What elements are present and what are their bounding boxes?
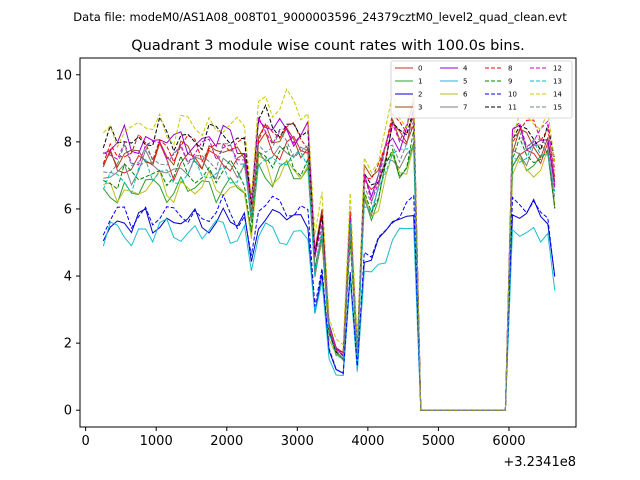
legend-label-11: 11 [508, 104, 517, 112]
series-line-13 [102, 140, 556, 411]
x-tick-label: 3000 [281, 434, 314, 449]
series-line-11 [102, 103, 556, 411]
x-tick-label: 2000 [210, 434, 243, 449]
legend-label-12: 12 [553, 65, 562, 73]
legend-label-9: 9 [508, 78, 512, 86]
plot-lines [102, 88, 556, 411]
series-line-0 [102, 122, 556, 411]
y-tick-label: 0 [64, 404, 72, 419]
supertitle: Data file: modeM0/AS1A08_008T01_90000035… [73, 10, 567, 24]
y-tick-label: 4 [64, 270, 72, 285]
x-offset-label: +3.2341e8 [503, 455, 576, 470]
y-tick-label: 10 [55, 68, 72, 83]
legend-label-14: 14 [553, 91, 562, 99]
legend-box [390, 60, 573, 119]
x-tick-label: 4000 [351, 434, 384, 449]
series-line-3 [102, 108, 556, 411]
series-line-5 [102, 218, 556, 411]
series-line-12 [103, 98, 556, 411]
series-line-6 [103, 144, 556, 411]
x-axis: 0 1000 2000 3000 4000 5000 6000 [82, 427, 526, 449]
plot-frame [79, 57, 577, 428]
series-line-4 [103, 100, 556, 411]
series-line-7 [103, 144, 556, 411]
series-line-10 [102, 193, 556, 411]
y-tick-label: 6 [64, 202, 72, 217]
series-line-1 [102, 142, 556, 411]
legend-label-5: 5 [463, 78, 467, 86]
legend-label-3: 3 [418, 104, 422, 112]
legend-label-7: 7 [463, 104, 467, 112]
y-tick-label: 2 [64, 337, 72, 352]
y-axis: 0 2 4 6 8 10 [55, 68, 80, 419]
x-tick-label: 1000 [140, 434, 173, 449]
legend-label-2: 2 [418, 91, 422, 99]
x-tick-label: 6000 [492, 434, 525, 449]
series-line-14 [102, 88, 556, 411]
x-tick-label: 5000 [422, 434, 455, 449]
x-tick-label: 0 [82, 434, 90, 449]
series-line-15 [103, 120, 556, 411]
legend-label-4: 4 [463, 65, 468, 73]
legend-label-15: 15 [553, 104, 562, 112]
legend-label-0: 0 [418, 65, 422, 73]
y-tick-label: 8 [64, 135, 72, 150]
legend-label-13: 13 [553, 78, 562, 86]
legend-label-8: 8 [508, 65, 512, 73]
legend-label-6: 6 [463, 91, 468, 99]
chart-title: Quadrant 3 module wise count rates with … [131, 38, 525, 54]
legend-label-10: 10 [508, 91, 517, 99]
legend-label-1: 1 [418, 78, 422, 86]
